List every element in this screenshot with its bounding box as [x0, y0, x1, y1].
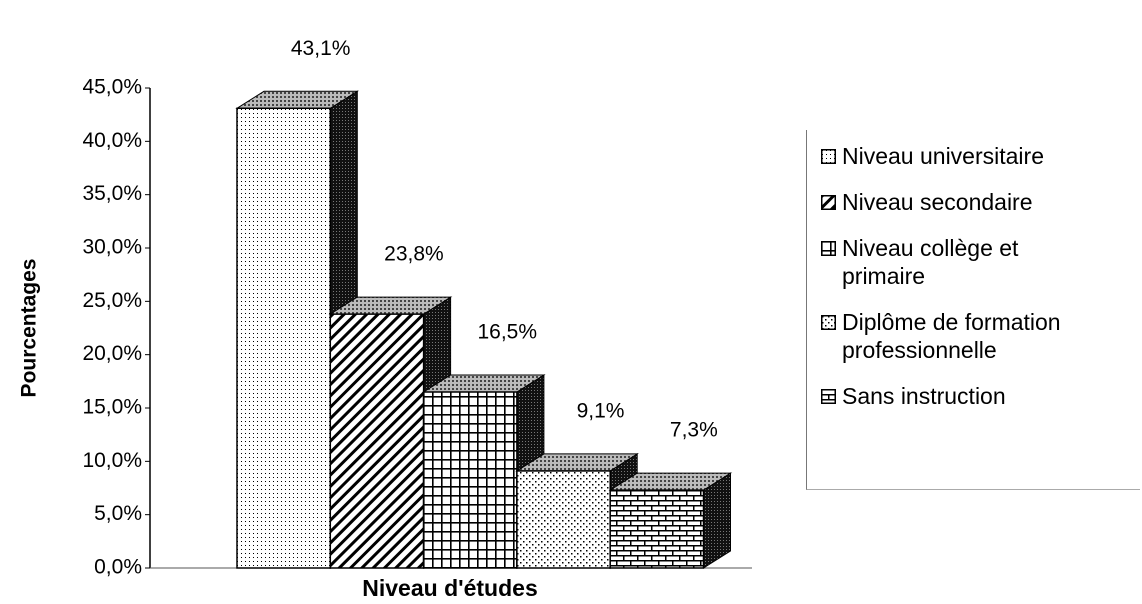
legend-label: Sans instruction — [842, 383, 1006, 409]
legend-label: Diplôme de formation professionnelle — [842, 309, 1061, 363]
legend-item: Niveau secondaire — [821, 188, 1140, 216]
data-label: 9,1% — [577, 399, 625, 422]
legend-label: Niveau collège et primaire — [842, 235, 1019, 289]
y-tick-label: 40,0% — [82, 129, 142, 152]
y-tick-label: 25,0% — [82, 289, 142, 312]
legend-label: Niveau universitaire — [842, 143, 1044, 169]
bar — [609, 489, 705, 569]
legend-swatch — [821, 315, 836, 330]
legend-swatch — [821, 241, 836, 256]
legend-label: Niveau secondaire — [842, 189, 1033, 215]
y-tick-label: 0,0% — [94, 556, 142, 579]
y-tick-label: 5,0% — [94, 502, 142, 525]
bar — [422, 391, 518, 569]
legend-swatch — [821, 195, 836, 210]
legend-item: Niveau universitaire — [821, 142, 1140, 170]
legend-item: Sans instruction — [821, 382, 1140, 410]
y-axis-title: Pourcentages — [18, 259, 41, 398]
legend: Niveau universitaire Niveau secondaire Niv… — [806, 130, 1140, 490]
data-label: 7,3% — [670, 419, 718, 442]
bar — [236, 107, 332, 569]
bar — [516, 470, 611, 569]
data-label: 23,8% — [384, 243, 444, 266]
legend-item: Diplôme de formation professionnelle — [821, 308, 1140, 364]
legend-swatch — [821, 389, 836, 404]
y-tick-label: 10,0% — [82, 449, 142, 472]
y-tick-label: 35,0% — [82, 182, 142, 205]
y-tick-label: 45,0% — [82, 76, 142, 99]
data-label: 43,1% — [291, 37, 351, 60]
legend-swatch — [821, 149, 836, 164]
y-tick-label: 15,0% — [82, 396, 142, 419]
bar — [329, 313, 425, 569]
y-tick-label: 30,0% — [82, 236, 142, 259]
data-label: 16,5% — [477, 321, 537, 344]
x-axis-title: Niveau d'études — [362, 575, 537, 601]
y-tick-label: 20,0% — [82, 342, 142, 365]
legend-item: Niveau collège et primaire — [821, 234, 1140, 290]
